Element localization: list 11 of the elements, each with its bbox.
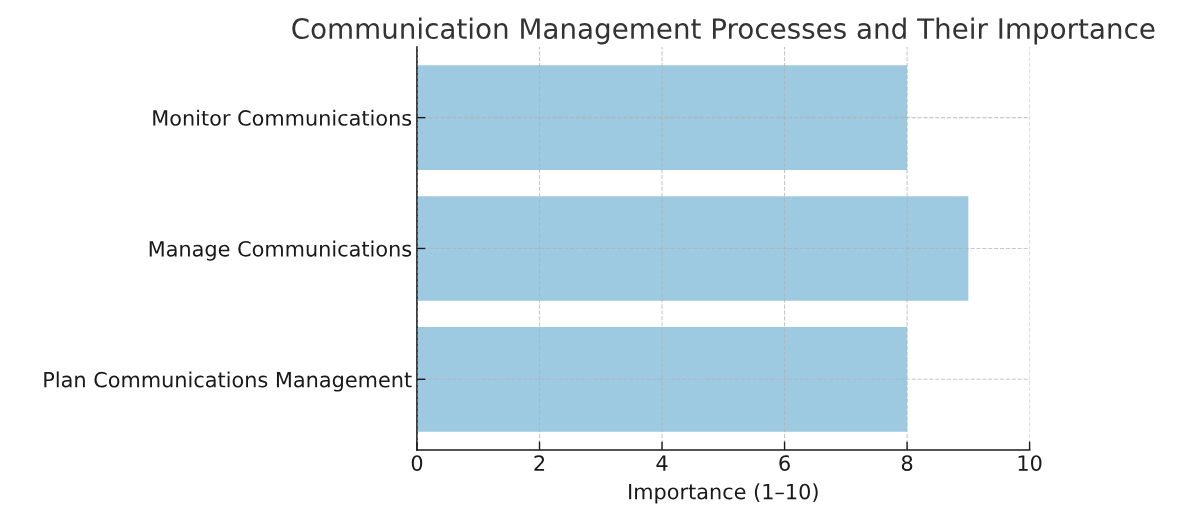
x-tick-label: 6 [779,455,790,471]
y-tick-label: Monitor Communications [153,109,412,126]
y-tick-label: Manage Communications [149,240,412,261]
x-tick-label: 4 [656,455,668,471]
x-axis-title: Importance (1–10) [629,483,818,504]
x-tick-label: 8 [901,455,913,471]
chart-title: Communication Management Processes and Their Importance [292,17,1155,45]
x-tick-label: 0 [411,455,423,471]
y-tick-label: Plan Communications Management [44,371,412,392]
x-tick-label: 2 [534,455,545,471]
x-tick-label: 10 [1018,455,1042,471]
